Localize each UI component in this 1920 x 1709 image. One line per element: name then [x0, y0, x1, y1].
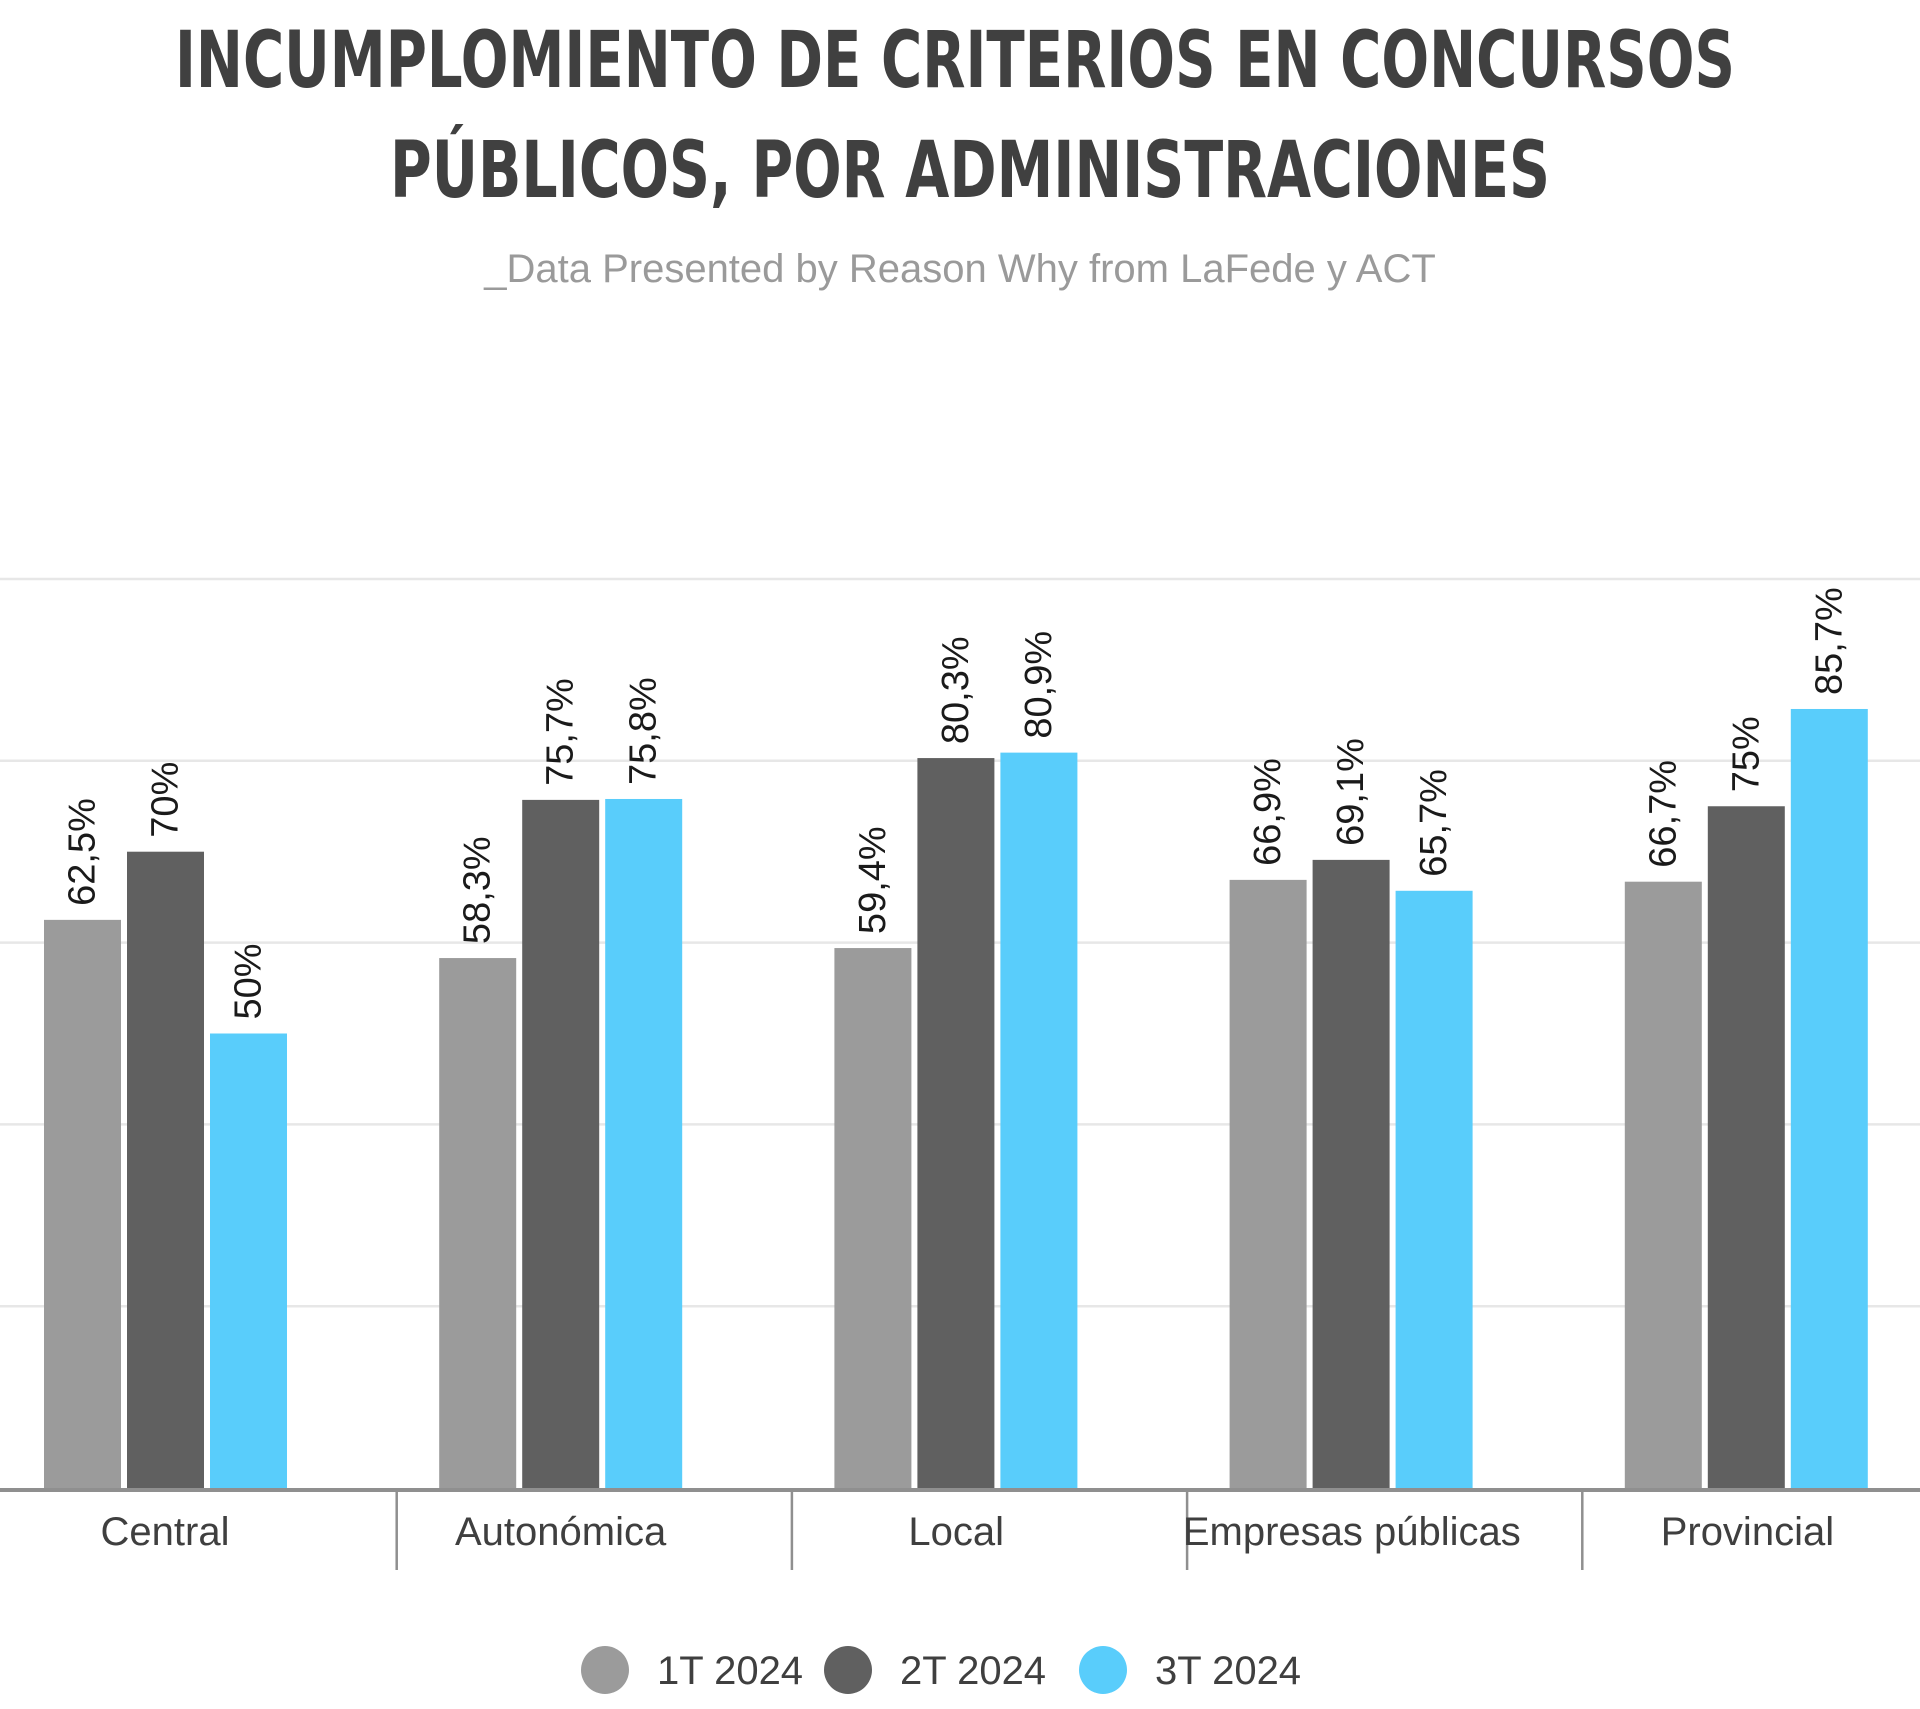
- category-label-central: Central: [101, 1510, 230, 1554]
- legend-item-3t-2024: 3T 2024: [1079, 1646, 1301, 1694]
- value-label-autonomica-3t-2024: 75,8%: [623, 677, 665, 785]
- legend-label: 3T 2024: [1155, 1649, 1301, 1693]
- chart-title-line-2: PÚBLICOS, POR ADMINISTRACIONES: [390, 124, 1550, 216]
- bar-autonomica-1t-2024: [439, 958, 517, 1488]
- bar-provincial-1t-2024: [1624, 881, 1702, 1488]
- bar-provincial-2t-2024: [1707, 806, 1785, 1488]
- value-label-empresas-publicas-2t-2024: 69,1%: [1330, 738, 1372, 846]
- legend: 1T 2024 2T 2024 3T 2024: [581, 1646, 1301, 1694]
- value-label-provincial-2t-2024: 75%: [1725, 716, 1767, 792]
- chart-subtitle: _Data Presented by Reason Why from LaFed…: [483, 247, 1436, 291]
- bar-empresas-publicas-1t-2024: [1229, 879, 1307, 1488]
- legend-label: 1T 2024: [657, 1649, 803, 1693]
- bar-local-2t-2024: [917, 758, 995, 1488]
- value-label-autonomica-2t-2024: 75,7%: [540, 678, 582, 786]
- bar-empresas-publicas-3t-2024: [1395, 890, 1473, 1488]
- bar-empresas-publicas-2t-2024: [1312, 859, 1390, 1488]
- category-label-provincial: Provincial: [1661, 1510, 1834, 1554]
- bar-local-1t-2024: [834, 948, 912, 1488]
- bar-local-3t-2024: [1000, 752, 1078, 1488]
- value-labels: 62,5% 70% 50% 58,3% 75,7% 75,8% 59,4% 80,3% 80,9…: [62, 587, 1851, 1019]
- value-label-empresas-publicas-3t-2024: 65,7%: [1413, 769, 1455, 877]
- value-label-central-2t-2024: 70%: [145, 762, 187, 838]
- value-label-central-3t-2024: 50%: [228, 943, 270, 1019]
- value-label-local-2t-2024: 80,3%: [935, 636, 977, 744]
- category-label-autonomica: Autonómica: [455, 1510, 667, 1554]
- value-label-provincial-1t-2024: 66,7%: [1642, 760, 1684, 868]
- bar-autonomica-3t-2024: [605, 798, 683, 1488]
- value-label-provincial-3t-2024: 85,7%: [1808, 587, 1850, 695]
- value-label-local-3t-2024: 80,9%: [1018, 631, 1060, 739]
- bar-central-2t-2024: [127, 851, 204, 1488]
- category-label-local: Local: [908, 1510, 1004, 1554]
- legend-swatch: [1079, 1646, 1127, 1694]
- value-label-empresas-publicas-1t-2024: 66,9%: [1247, 758, 1289, 866]
- bar-central-1t-2024: [44, 919, 121, 1488]
- value-label-central-1t-2024: 62,5%: [62, 798, 104, 906]
- legend-item-2t-2024: 2T 2024: [824, 1646, 1046, 1694]
- legend-swatch: [824, 1646, 872, 1694]
- value-label-local-1t-2024: 59,4%: [852, 826, 894, 934]
- legend-label: 2T 2024: [900, 1649, 1046, 1693]
- legend-swatch: [581, 1646, 629, 1694]
- bars: [44, 708, 1868, 1488]
- category-label-empresas-publicas: Empresas públicas: [1183, 1510, 1521, 1554]
- bar-central-3t-2024: [210, 1033, 287, 1488]
- chart-title: INCUMPLOMIENTO DE CRITERIOS EN CONCURSOS…: [175, 16, 1735, 216]
- value-label-autonomica-1t-2024: 58,3%: [457, 836, 499, 944]
- bar-autonomica-2t-2024: [522, 799, 600, 1488]
- chart-title-line-1: INCUMPLOMIENTO DE CRITERIOS EN CONCURSOS: [175, 16, 1735, 106]
- bar-provincial-3t-2024: [1790, 708, 1868, 1488]
- x-axis: Central Autonómica Local Empresas públicas P…: [0, 1488, 1920, 1570]
- legend-item-1t-2024: 1T 2024: [581, 1646, 803, 1694]
